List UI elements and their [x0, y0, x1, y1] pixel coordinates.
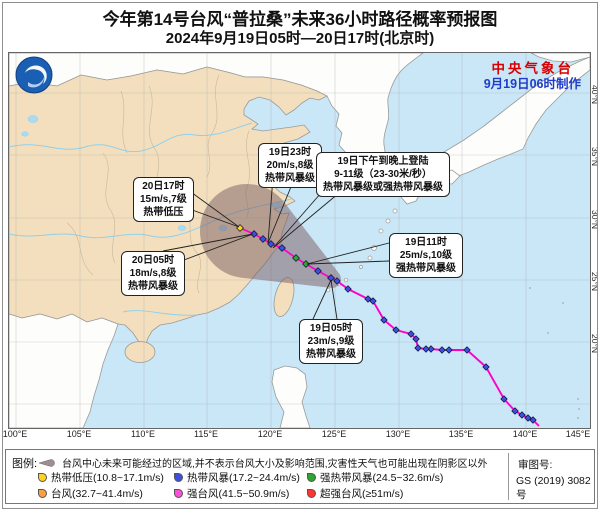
callout-20d05h: 20日05时 18m/s,8级 热带风暴级: [121, 251, 185, 296]
sty-dot-icon: [174, 489, 183, 498]
callout-level: 热带低压: [143, 207, 184, 218]
callout-landfall: 19日下午到晚上登陆 9-11级（23-30米/秒） 热带风暴级或强热带风暴级: [316, 152, 450, 197]
legend-item-label: 强热带风暴(24.5~32.6m/s): [320, 472, 444, 484]
callout-landfall-level: 热带风暴级或强热带风暴级: [323, 182, 443, 193]
lon-tick-label: 130°E: [385, 429, 411, 439]
callout-leader-lines: [162, 176, 390, 320]
legend-item-ts: 热带风暴(17.2~24.4m/s): [174, 470, 300, 485]
legend-divider: [508, 453, 509, 500]
credit-issued-time: 9月19日06时制作: [483, 77, 581, 91]
callout-wind: 25m/s,10级: [399, 250, 453, 261]
legend-item-label: 超强台风(≥51m/s): [320, 488, 404, 500]
legend-item-sts: 强热带风暴(24.5~32.6m/s): [307, 470, 443, 485]
callout-level: 强热带风暴级: [396, 263, 456, 274]
map-canvas: [9, 53, 590, 428]
callout-19d23h: 19日23时 20m/s,8级 热带风暴级: [258, 143, 322, 188]
callout-wind: 15m/s,7级: [140, 194, 187, 205]
legend-item-sty: 强台风(41.5~50.9m/s): [174, 486, 289, 501]
lon-tick-label: 100°E: [2, 429, 28, 439]
lon-tick-label: 105°E: [66, 429, 92, 439]
luzon-island: [271, 365, 311, 428]
typhoon-track: [236, 224, 540, 427]
hokkaido-island: [530, 53, 590, 63]
callout-19d05h: 19日05时 23m/s,9级 热带风暴级: [299, 319, 363, 364]
legend-item-ty: 台风(32.7~41.4m/s): [38, 486, 143, 501]
lon-tick-label: 135°E: [448, 429, 474, 439]
hainan-island: [124, 341, 156, 363]
lat-tick-label: 20°N: [590, 333, 600, 353]
ts-dot-icon: [174, 473, 183, 482]
lat-tick-label: 30°N: [590, 209, 600, 229]
map-license-label: 审图号:: [518, 459, 553, 471]
td-dot-icon: [38, 473, 47, 482]
credit-agency: 中央气象台: [491, 61, 574, 76]
callout-time: 20日05时: [131, 255, 175, 266]
lon-tick-label: 145°E: [565, 429, 591, 439]
ty-dot-icon: [38, 489, 47, 498]
legend-item-label: 台风(32.7~41.4m/s): [51, 488, 143, 500]
legend-item-td: 热带低压(10.8~17.1m/s): [38, 470, 164, 485]
callout-level: 热带风暴级: [128, 281, 178, 292]
callout-wind: 20m/s,8级: [266, 160, 314, 171]
pacific-islets: [529, 287, 580, 419]
callout-time: 19日05时: [309, 323, 353, 334]
legend-item-label: 热带风暴(17.2~24.4m/s): [187, 472, 300, 484]
super-ty-dot-icon: [307, 489, 316, 498]
cone-legend-icon: [38, 459, 55, 467]
lat-tick-label: 35°N: [590, 146, 600, 166]
indochina-landmass: [9, 313, 119, 428]
legend-title: 图例:: [12, 458, 38, 470]
legend-item-super-ty: 超强台风(≥51m/s): [307, 486, 403, 501]
callout-wind: 23m/s,9级: [307, 336, 355, 347]
callout-level: 热带风暴级: [306, 349, 356, 360]
callout-time: 19日23时: [268, 147, 312, 158]
callout-level: 热带风暴级: [265, 173, 315, 184]
sts-dot-icon: [307, 473, 316, 482]
callout-20d17h: 20日17时 15m/s,7级 热带低压: [133, 177, 194, 222]
lon-tick-label: 140°E: [512, 429, 538, 439]
cma-logo-icon: [15, 56, 53, 94]
callout-landfall-wind: 9-11级（23-30米/秒）: [334, 169, 432, 180]
cone-legend-description: 台风中心未来可能经过的区域,并不表示台风大小及影响范围,灾害性天气也可能出现在阴…: [62, 459, 488, 470]
callout-landfall-time: 19日下午到晚上登陆: [337, 156, 429, 167]
map-title: 今年第14号台风“普拉桑”未来36小时路径概率预报图: [102, 10, 498, 29]
map-subtitle: 2024年9月19日05时—20日17时(北京时): [165, 30, 435, 47]
lon-tick-label: 125°E: [321, 429, 347, 439]
callout-wind: 18m/s,8级: [129, 268, 177, 279]
lon-tick-label: 115°E: [194, 429, 218, 439]
callout-time: 19日11时: [405, 237, 447, 248]
lon-tick-label: 110°E: [131, 429, 155, 439]
map-license-number: GS (2019) 3082号: [516, 475, 591, 501]
callout-time: 20日17时: [142, 181, 185, 192]
legend-item-label: 热带低压(10.8~17.1m/s): [51, 472, 164, 484]
map-area: 19日23时 20m/s,8级 热带风暴级 20日17时 15m/s,7级 热带…: [8, 52, 591, 429]
callout-19d11h: 19日11时 25m/s,10级 强热带风暴级: [389, 233, 463, 278]
lon-tick-label: 120°E: [257, 429, 283, 439]
lat-tick-label: 25°N: [590, 271, 600, 291]
legend-box: 图例: 台风中心未来可能经过的区域,并不表示台风大小及影响范围,灾害性天气也可能…: [5, 449, 595, 504]
lat-tick-label: 40°N: [590, 84, 600, 104]
legend-item-label: 强台风(41.5~50.9m/s): [187, 488, 290, 500]
